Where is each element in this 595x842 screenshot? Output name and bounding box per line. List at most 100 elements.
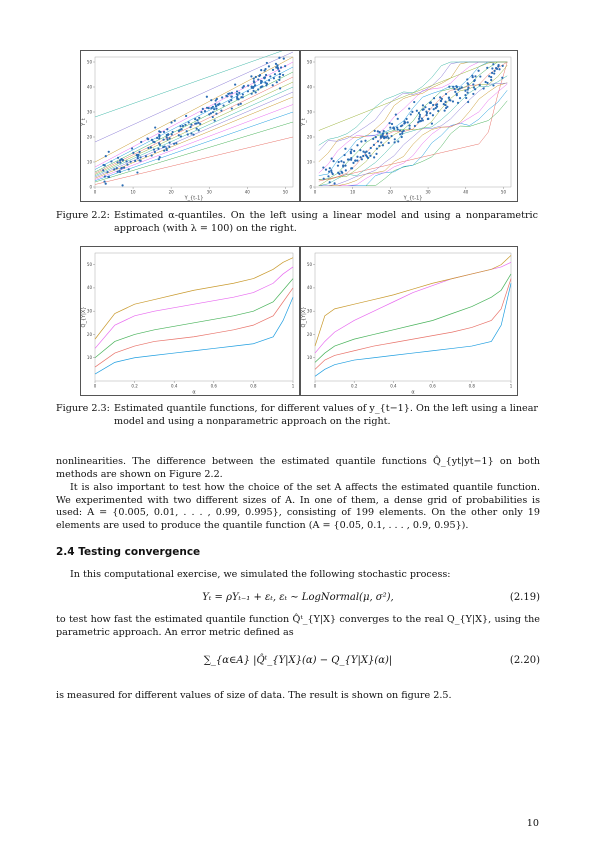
data-point [276,67,280,70]
data-point [467,83,470,86]
data-point [230,107,233,110]
nonparametric-quantiles-plot: 0 10 20 30 40 50 0 10 20 30 40 50 Y_{t-1} Y_t [301,56,512,201]
data-point [279,66,283,69]
data-point [466,78,469,81]
data-point [413,124,417,128]
quantile-curve [318,83,508,186]
data-point [150,154,153,157]
data-point [424,106,427,109]
data-point [200,111,203,114]
data-point [274,62,278,65]
data-point [194,122,197,125]
data-point [268,79,271,82]
quantile-curve [318,61,508,176]
data-point [165,136,168,139]
data-point [453,87,456,91]
data-point [214,99,217,102]
data-point [417,111,421,115]
data-point [350,148,353,151]
data-point [426,117,429,121]
data-point [197,121,200,124]
data-point [390,122,394,126]
page-number: 10 [526,818,539,829]
x-axis-label: Y_{t-1} [184,196,204,202]
quantile-curve [318,61,508,180]
data-point [150,138,154,141]
data-point [350,158,353,161]
data-point [170,133,173,136]
data-point [118,159,122,162]
equation-body: ∑_{α∈A} |Q̂ᵗ_{Y|X}(α) − Q_{Y|X}(α)| [203,655,393,666]
data-point [418,115,421,119]
data-point [455,85,458,88]
data-point [478,83,481,87]
x-tick-label: 0.2 [351,384,358,389]
data-point [393,141,396,144]
quantile-line [94,66,294,170]
data-point [210,99,213,102]
data-point [165,147,168,150]
y-tick-label: 0 [309,184,312,189]
data-point [446,105,449,108]
data-point [374,136,377,139]
linear-quantiles-panel: 0 10 20 30 40 50 0 10 20 30 40 50 Y_{t-1} Y_t [80,50,300,202]
data-point [201,107,204,110]
data-point [432,97,436,100]
data-point [158,143,162,146]
data-point [372,143,376,146]
data-point [385,132,389,135]
x-tick-label: 20 [169,190,175,195]
y-tick-label: 10 [307,159,313,164]
data-point [330,169,333,172]
plot-area [314,252,512,382]
data-point [187,121,190,124]
data-point [435,105,439,108]
data-point [386,135,389,138]
data-point [168,141,171,144]
y-tick-label: 20 [87,332,93,337]
section-heading: 2.4 Testing convergence [56,546,201,558]
data-point [501,64,504,67]
data-point [341,171,344,174]
data-point [168,145,171,149]
data-point [440,99,443,103]
x-tick-label: 30 [426,190,432,195]
data-point [272,77,276,80]
data-point [467,100,470,104]
y-tick-label: 50 [307,262,313,267]
data-point [162,145,165,149]
data-point [236,96,239,99]
y-tick-label: 20 [87,134,93,139]
data-point [207,107,210,110]
data-point [369,154,372,157]
data-point [129,160,132,163]
data-point [215,97,218,101]
data-point [444,103,447,107]
data-point [464,93,467,97]
data-point [221,96,224,99]
data-point [190,123,193,126]
data-point [415,109,418,112]
x-axis-label: α [411,390,415,396]
data-point [396,126,399,129]
data-point [220,109,223,112]
nonparametric-quantile-functions-panel: 0 0.2 0.4 0.6 0.8 1 10 20 30 40 50 α Q_{Y|X} [300,246,518,396]
data-point [408,127,411,130]
data-point [139,159,142,162]
x-tick-label: 0.4 [171,384,178,389]
data-point [121,159,125,162]
data-point [259,79,263,83]
data-point [246,90,250,93]
quantile-curve [318,90,508,186]
data-point [471,74,474,77]
data-point [376,140,380,143]
x-tick-label: 0 [314,384,317,389]
x-tick-label: 0 [94,190,97,195]
plot-area [314,56,512,188]
data-point [360,158,363,161]
x-tick-label: 0.6 [429,384,436,389]
data-point [473,79,476,83]
data-point [139,156,142,159]
data-point [465,96,468,100]
data-point [144,155,148,158]
